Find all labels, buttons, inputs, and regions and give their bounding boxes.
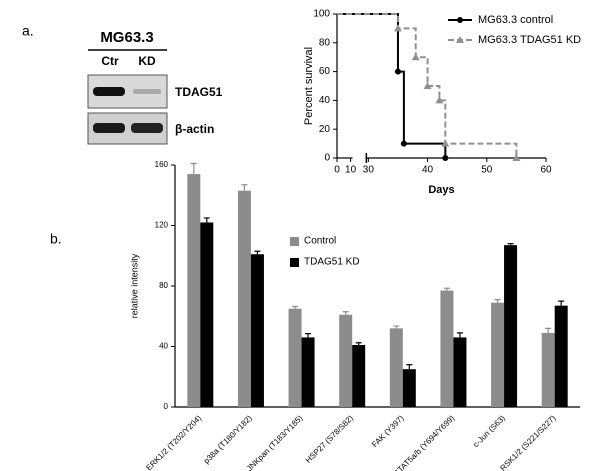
legend-label: MG63.3 control xyxy=(478,14,553,26)
bar xyxy=(504,245,518,407)
y-tick-label: 160 xyxy=(155,160,169,169)
error-bar xyxy=(190,162,197,175)
y-axis-label: relative intensity xyxy=(129,253,139,318)
bar xyxy=(288,308,302,407)
x-tick-label: 10 xyxy=(345,165,357,176)
bar xyxy=(402,369,416,407)
x-tick-label: JNKpan (T183/Y185) xyxy=(245,413,305,471)
error-bar xyxy=(241,184,248,191)
error-bar xyxy=(355,342,362,345)
y-tick-label: 100 xyxy=(313,9,330,20)
marker xyxy=(442,155,449,161)
error-bar xyxy=(254,250,261,255)
x-tick-label: ERK1/2 (T202/Y204) xyxy=(144,413,203,471)
marker xyxy=(441,139,450,147)
x-tick-label: 0 xyxy=(334,165,340,176)
bar xyxy=(352,344,366,407)
error-bar xyxy=(456,332,463,338)
legend-swatch xyxy=(290,237,299,246)
error-bar xyxy=(507,243,514,246)
x-axis-label: Days xyxy=(428,184,454,196)
bar xyxy=(237,190,251,407)
error-bar xyxy=(292,305,299,309)
x-tick-label: c-Jun (S63) xyxy=(471,413,507,449)
y-tick-label: 80 xyxy=(159,281,168,290)
x-tick-label: p38a (T180/Y182) xyxy=(202,413,254,465)
legend-label: MG63.3 TDAG51 KD xyxy=(478,34,581,46)
marker xyxy=(411,53,420,61)
bar xyxy=(187,174,201,407)
y-tick-label: 40 xyxy=(319,95,331,106)
lane-label: KD xyxy=(138,54,156,68)
error-bar xyxy=(406,364,413,370)
error-bar xyxy=(558,300,565,306)
blot-band xyxy=(131,123,163,133)
marker xyxy=(423,82,432,89)
legend-label: Control xyxy=(304,236,336,247)
blot-band xyxy=(133,89,161,94)
bar xyxy=(250,254,264,407)
western-blot: MG63.3 Ctr KD TDAG51 β-actin xyxy=(87,29,223,145)
bar xyxy=(301,337,315,407)
x-tick-label: 50 xyxy=(481,165,493,176)
lane-label: Ctr xyxy=(101,54,119,68)
y-tick-label: 20 xyxy=(319,124,331,135)
bar xyxy=(389,328,403,407)
bar xyxy=(491,302,505,407)
error-bar xyxy=(443,287,450,291)
legend-marker xyxy=(456,36,464,43)
y-tick-label: 0 xyxy=(324,153,330,164)
error-bar xyxy=(545,327,552,333)
marker xyxy=(394,68,401,75)
row-label: β-actin xyxy=(175,122,214,136)
blot-band xyxy=(93,87,125,96)
error-bar xyxy=(203,217,210,223)
y-tick-label: 0 xyxy=(164,402,169,411)
error-bar xyxy=(305,333,312,338)
legend-marker xyxy=(457,17,463,23)
bar xyxy=(541,332,555,407)
x-tick-label: 60 xyxy=(540,165,552,176)
error-bar xyxy=(494,299,501,303)
x-tick-label: HSP27 (S78/S82) xyxy=(304,413,356,465)
panel-label: a. xyxy=(22,23,34,39)
bar xyxy=(440,290,454,407)
error-bar xyxy=(342,311,349,315)
x-tick-label: 30 xyxy=(363,165,375,176)
row-label: TDAG51 xyxy=(175,85,223,99)
y-tick-label: 120 xyxy=(155,221,169,230)
legend-swatch xyxy=(290,258,299,267)
marker xyxy=(400,140,407,147)
legend-label: TDAG51 KD xyxy=(304,257,360,268)
panel-label: b. xyxy=(50,231,62,247)
bar xyxy=(554,305,568,407)
y-axis-label: Percent survival xyxy=(303,47,315,125)
marker xyxy=(512,154,521,161)
error-bar xyxy=(393,325,400,329)
bar xyxy=(453,337,467,407)
x-tick-label: FAK (Y397) xyxy=(370,413,406,449)
x-tick-label: 40 xyxy=(422,165,434,176)
x-tick-label: RSK1/2 (S221/S227) xyxy=(498,413,557,471)
marker xyxy=(435,96,444,104)
bar xyxy=(339,314,353,407)
marker xyxy=(393,24,402,32)
y-tick-label: 80 xyxy=(319,37,331,48)
y-tick-label: 40 xyxy=(159,342,168,351)
bar xyxy=(200,222,214,407)
blot-band xyxy=(93,123,125,133)
y-tick-label: 60 xyxy=(319,66,331,77)
blot-title: MG63.3 xyxy=(100,29,153,46)
